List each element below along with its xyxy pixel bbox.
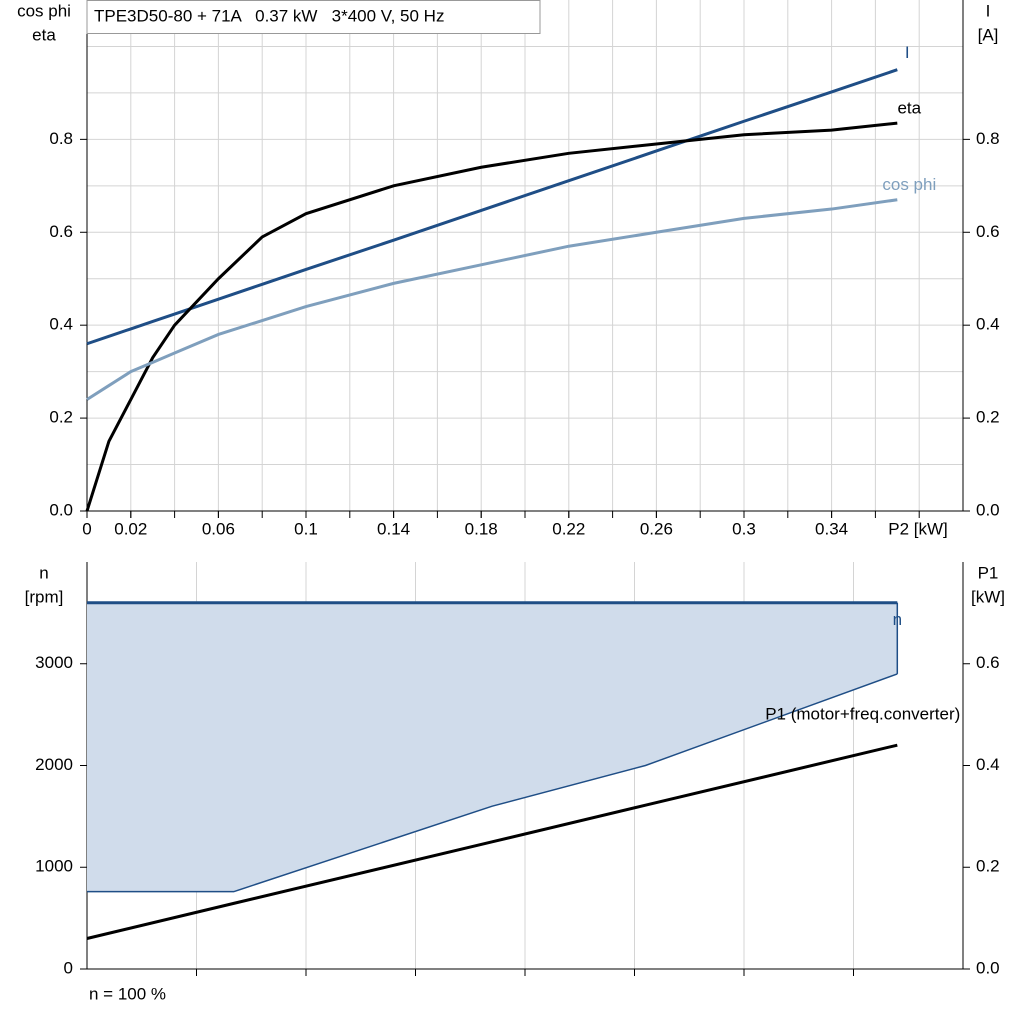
series-line (86, 198, 898, 401)
x-axis-label: P2 [kW] (888, 519, 948, 538)
series-label: eta (897, 99, 921, 118)
x-tick-label: 0 (82, 519, 91, 538)
x-tick-label: 0.14 (377, 519, 410, 538)
y2-tick-label: 0.8 (976, 129, 1000, 148)
x-tick-label: 0.1 (294, 519, 318, 538)
x-tick-label: 0.06 (202, 519, 235, 538)
y-axis-label: cos phi (17, 1, 71, 20)
y-tick-label: 0.4 (49, 315, 73, 334)
series-line (86, 68, 898, 346)
y2-tick-label: 0.2 (976, 408, 1000, 427)
series-label: I (905, 43, 910, 62)
y2-tick-label: 0.4 (976, 315, 1000, 334)
y2-axis-label: P1 (978, 563, 999, 582)
y-tick-label: 0.6 (49, 222, 73, 241)
y-tick-label: 0 (64, 958, 73, 977)
y-tick-label: 3000 (35, 653, 73, 672)
series-label: P1 (motor+freq.converter) (765, 705, 960, 724)
chart-title: TPE3D50-80 + 71A 0.37 kW 3*400 V, 50 Hz (94, 6, 444, 25)
y2-tick-label: 0.2 (976, 857, 1000, 876)
range-lower-line (87, 673, 898, 893)
x-tick-label: 0.34 (815, 519, 848, 538)
y2-tick-label: 0.4 (976, 755, 1000, 774)
series-line (85, 121, 898, 512)
y-tick-label: 0.0 (49, 500, 73, 519)
x-tick-label: 0.3 (732, 519, 756, 538)
y2-axis-label: I (986, 1, 991, 20)
x-tick-label: 0.26 (640, 519, 673, 538)
y-tick-label: 2000 (35, 755, 73, 774)
range-fill (87, 602, 898, 892)
x-tick-label: 0.22 (552, 519, 585, 538)
y2-tick-label: 0.6 (976, 653, 1000, 672)
y-tick-label: 0.8 (49, 129, 73, 148)
y2-axis-label: [kW] (971, 587, 1005, 606)
y2-tick-label: 0.6 (976, 222, 1000, 241)
x-tick-label: 0.18 (465, 519, 498, 538)
y-tick-label: 0.2 (49, 408, 73, 427)
x-tick-label: 0.02 (114, 519, 147, 538)
y-axis-label: n (39, 563, 48, 582)
note: n = 100 % (89, 984, 166, 1003)
y2-axis-label: [A] (978, 25, 999, 44)
y-tick-label: 1000 (35, 857, 73, 876)
series-label: cos phi (882, 175, 936, 194)
series-line (86, 743, 898, 940)
y-axis-label: [rpm] (25, 587, 64, 606)
series-label: n (893, 610, 902, 629)
y-axis-label: eta (32, 25, 56, 44)
y2-tick-label: 0.0 (976, 500, 1000, 519)
y2-tick-label: 0.0 (976, 958, 1000, 977)
title-box (86, 0, 541, 34)
